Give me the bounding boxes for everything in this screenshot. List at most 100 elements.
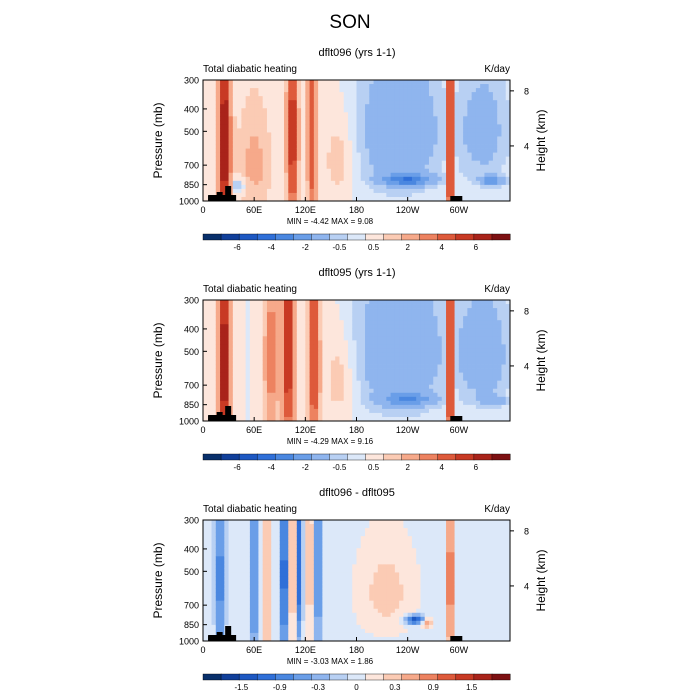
heatmap-cell [241,544,247,549]
heatmap-cell [224,380,229,386]
heatmap-cell [275,320,281,325]
heatmap-cell [275,580,281,585]
heatmap-cell [249,372,255,378]
heatmap-cell [326,308,332,313]
heatmap-cell [237,572,242,577]
heatmap-cell [467,104,473,109]
heatmap-cell [463,144,468,149]
heatmap-cell [454,140,460,145]
heatmap-cell [228,532,234,537]
heatmap-cell [203,344,208,349]
heatmap-cell [382,380,387,386]
heatmap-cell [271,372,276,378]
heatmap-cell [403,156,409,162]
heatmap-cell [428,396,434,402]
heatmap-cell [330,340,336,345]
heatmap-cell [301,328,306,333]
heatmap-cell [313,324,319,329]
heatmap-cell [386,312,392,317]
heatmap-cell [203,388,208,394]
heatmap-cell [215,584,221,589]
heatmap-cell [390,116,396,121]
heatmap-cell [505,380,511,386]
heatmap-cell [224,352,229,357]
heatmap-cell [241,144,247,149]
heatmap-cell [339,416,345,422]
heatmap-cell [416,372,421,378]
heatmap-cell [377,332,383,337]
heatmap-cell [467,168,473,174]
heatmap-cell [365,188,370,194]
heatmap-cell [245,636,251,642]
heatmap-cell [271,524,276,529]
heatmap-cell [237,336,242,341]
heatmap-cell [326,84,332,89]
heatmap-cell [365,416,370,422]
heatmap-cell [249,580,255,585]
heatmap-cell [403,320,409,325]
heatmap-cell [203,580,208,585]
heatmap-cell [420,164,426,170]
heatmap-cell [480,168,485,174]
heatmap-cell [241,148,247,153]
heatmap-cell [433,80,438,85]
heatmap-cell [365,300,370,305]
heatmap-cell [249,384,255,390]
heatmap-cell [211,332,217,337]
heatmap-cell [232,616,238,622]
heatmap-cell [446,88,451,93]
heatmap-cell [446,120,451,125]
heatmap-cell [399,124,404,129]
heatmap-cell [373,116,379,121]
heatmap-cell [343,308,349,313]
heatmap-cell [497,320,502,325]
heatmap-cell [343,168,349,174]
heatmap-cell [471,92,477,97]
heatmap-cell [335,332,340,337]
heatmap-cell [215,408,221,414]
heatmap-cell [266,564,272,569]
heatmap-cell [343,324,349,329]
heatmap-cell [480,304,485,309]
heatmap-cell [241,168,247,174]
heatmap-cell [313,328,319,333]
heatmap-cell [220,628,225,634]
heatmap-cell [326,148,332,153]
heatmap-cell [365,128,370,133]
heatmap-cell [365,164,370,170]
heatmap-cell [258,564,264,569]
heatmap-cell [343,316,349,321]
heatmap-cell [441,192,447,198]
heatmap-cell [458,136,464,141]
heatmap-cell [241,384,247,390]
heatmap-cell [463,324,468,329]
heatmap-cell [467,396,473,402]
heatmap-cell [365,352,370,357]
heatmap-cell [245,552,251,557]
heatmap-cell [501,328,507,333]
heatmap-cell [488,416,494,422]
heatmap-cell [224,552,229,557]
heatmap-cell [497,412,502,418]
heatmap-cell [232,88,238,93]
heatmap-cell [467,148,473,153]
heatmap-cell [330,116,336,121]
heatmap-cell [352,324,357,329]
heatmap-cell [284,344,289,349]
heatmap-cell [437,364,443,369]
heatmap-cell [224,520,229,525]
heatmap-cell [441,140,447,145]
heatmap-cell [382,116,387,121]
heatmap-cell [275,316,281,321]
heatmap-cell [220,400,225,406]
heatmap-cell [271,124,276,129]
heatmap-cell [258,416,264,422]
heatmap-cell [407,168,413,174]
heatmap-cell [266,104,272,109]
heatmap-cell [330,136,336,141]
heatmap-cell [301,92,306,97]
heatmap-cell [203,524,208,529]
heatmap-cell [420,404,426,410]
heatmap-cell [220,104,225,109]
heatmap-cell [335,352,340,357]
